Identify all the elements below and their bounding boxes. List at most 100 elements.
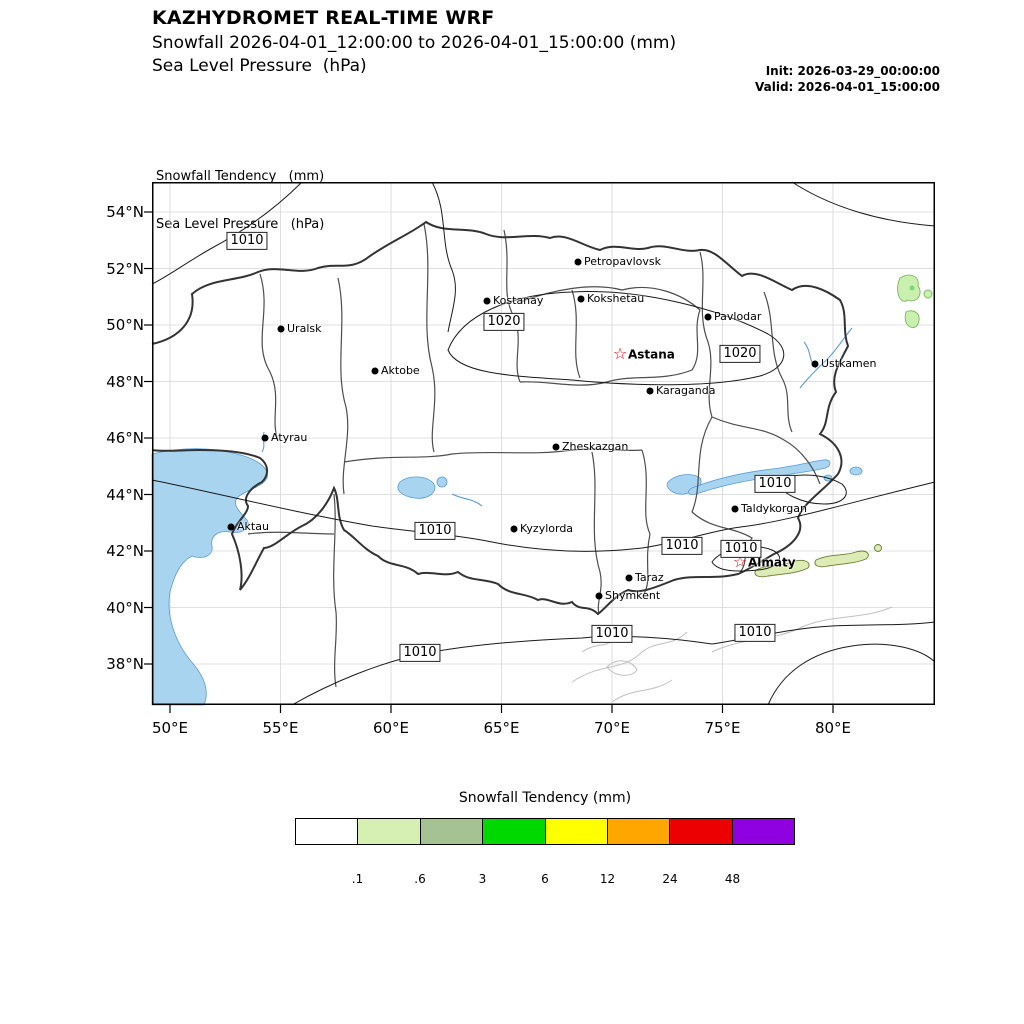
init-time: Init: 2026-03-29_00:00:00 — [765, 64, 940, 78]
pressure-contour-label: 1010 — [720, 539, 762, 559]
colorbar-tick-label: 3 — [478, 872, 487, 886]
y-axis-label: 46°N — [106, 429, 144, 447]
city-dot-marker — [595, 592, 603, 600]
city-label: Taldykorgan — [741, 501, 807, 515]
map-overlay: 50°E 55°E 60°E 65°E 70°E 75°E 80°E 54°N 52°N 50°N… — [106, 182, 935, 737]
x-axis-label: 50°E — [151, 719, 189, 737]
snowfall-patch-ne4 — [909, 285, 915, 291]
y-axis-label: 48°N — [106, 372, 144, 391]
pressure-contour-label: 1010 — [734, 623, 776, 643]
city-label: Zheskazgan — [562, 439, 629, 453]
city-label: Ustkamen — [821, 356, 877, 370]
snowfall-patch-se1 — [754, 559, 810, 578]
colorbar-title: Snowfall Tendency (mm) — [458, 790, 632, 806]
axis-ticks — [144, 211, 834, 713]
colorbar-cell — [482, 819, 545, 844]
city-dot-marker — [227, 523, 235, 531]
colorbar-cells — [295, 818, 795, 845]
snowfall-patch-ne — [897, 274, 921, 302]
colorbar-tick-label: 24 — [662, 872, 678, 886]
city-label: Shymkent — [605, 588, 661, 602]
city-label: Pavlodar — [714, 309, 762, 323]
city-label: Atyrau — [271, 430, 308, 444]
colorbar-cell — [606, 819, 670, 844]
city-label: Astana — [628, 347, 675, 362]
ural-river — [261, 431, 265, 453]
snowfall-patch-se2 — [814, 550, 869, 568]
colorbar-tick-label: 6 — [541, 872, 549, 886]
city-label: Karaganda — [656, 383, 716, 397]
pressure-contour-label: 1010 — [399, 643, 441, 663]
subtitle-pressure: Sea Level Pressure (hPa) — [152, 56, 367, 76]
colorbar-cell — [419, 819, 483, 844]
city-dot-marker — [811, 360, 819, 368]
pressure-contour-label: 1010 — [661, 536, 703, 556]
snowfall-patch-se3 — [874, 544, 882, 552]
y-axis-label: 52°N — [106, 259, 144, 278]
pressure-contour-label: 1010 — [414, 521, 456, 541]
weather-map: 50°E 55°E 60°E 65°E 70°E 75°E 80°E 54°N 52°N 50°N… — [106, 181, 936, 737]
colorbar-cell — [296, 819, 358, 844]
city-label: Aktau — [237, 519, 269, 533]
city-label: Kyzylorda — [520, 521, 574, 535]
city-star-marker: ☆ — [612, 344, 628, 364]
x-axis-label: 65°E — [483, 719, 520, 737]
city-dot-marker — [731, 505, 739, 513]
pressure-contour-label: 1020 — [719, 344, 761, 364]
map-frame — [152, 182, 935, 705]
x-axis-label: 70°E — [593, 719, 631, 737]
city-dot-marker — [574, 258, 582, 266]
aral-sea — [397, 476, 436, 499]
snowfall-patch-ne2 — [904, 310, 920, 328]
snowfall-patch-ne3 — [923, 289, 933, 299]
map-legend-snowfall: Snowfall Tendency (mm) — [156, 168, 325, 184]
colorbar-tick-label: .1 — [351, 872, 364, 886]
city-label: Taraz — [635, 570, 664, 584]
city-dot-marker — [577, 295, 585, 303]
colorbar-cell — [731, 819, 794, 844]
city-dot-marker — [371, 367, 379, 375]
x-axis-label: 60°E — [372, 719, 410, 737]
aral-sea-small — [436, 476, 448, 488]
y-axis-label: 38°N — [106, 655, 144, 673]
x-axis-label: 80°E — [814, 719, 852, 737]
irtysh-river — [799, 327, 853, 389]
syrdarya-river — [451, 493, 483, 507]
city-dot-marker — [625, 574, 633, 582]
city-label: Almaty — [748, 555, 796, 570]
pressure-contour-label: 1010 — [754, 474, 796, 494]
page-title: KAZHYDROMET REAL-TIME WRF — [152, 7, 495, 29]
caspian-sea — [151, 448, 268, 706]
x-axis-label: 55°E — [262, 719, 299, 737]
snowfall-patches — [754, 274, 933, 578]
city-dot-marker — [552, 443, 560, 451]
city-label: Kostanay — [493, 293, 544, 307]
colorbar-tick-label: .6 — [414, 872, 426, 886]
city-dot-marker — [646, 387, 654, 395]
y-axis-label: 54°N — [106, 203, 144, 221]
city-label: Petropavlovsk — [584, 254, 661, 268]
colorbar-tick-label: 48 — [724, 872, 741, 886]
terrain-contours — [571, 606, 893, 703]
pressure-contour-label: 1020 — [483, 312, 525, 332]
x-axis-label: 75°E — [704, 719, 741, 737]
lake-alakol — [849, 466, 863, 476]
y-axis-label: 50°N — [106, 316, 144, 334]
city-dot-marker — [704, 313, 712, 321]
city-label: Aktobe — [381, 363, 420, 377]
colorbar: .1 .6 3 6 12 24 48 — [295, 818, 795, 886]
pressure-contour-label: 1010 — [591, 624, 633, 644]
run-info: Init: 2026-03-29_00:00:00 Valid: 2026-04… — [690, 64, 940, 95]
valid-time: Valid: 2026-04-01_15:00:00 — [755, 79, 940, 94]
y-axis-label: 42°N — [106, 542, 144, 560]
city-dot-marker — [483, 297, 491, 305]
y-axis-label: 40°N — [106, 598, 144, 617]
city-dot-marker — [510, 525, 518, 533]
city-label: Kokshetau — [587, 291, 645, 305]
colorbar-tick-label: 12 — [599, 872, 616, 886]
subtitle-snowfall: Snowfall 2026-04-01_12:00:00 to 2026-04-… — [152, 33, 677, 53]
pressure-contour-label: 1010 — [226, 231, 268, 251]
y-axis-label: 44°N — [106, 485, 144, 504]
city-dot-marker — [277, 325, 285, 333]
colorbar-cell — [357, 819, 420, 844]
